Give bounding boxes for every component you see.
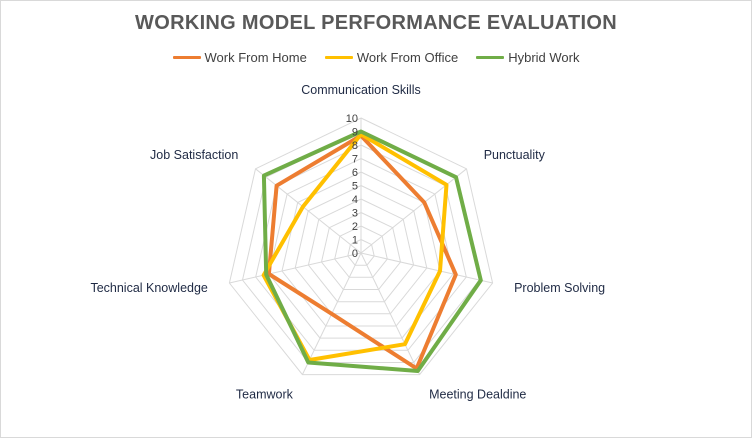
grid-ring-5 (294, 184, 428, 315)
series-line-work-from-home (266, 133, 458, 371)
grid-ring-3 (320, 211, 402, 290)
grid-ring-1 (347, 238, 375, 266)
tick-label-4: 4 (352, 194, 358, 206)
legend-swatch-work-from-office (324, 56, 353, 59)
legend-swatch-hybrid-work (476, 56, 505, 59)
tick-label-9: 9 (352, 127, 358, 139)
category-label-teamwork: Teamwork (236, 388, 294, 402)
tick-label-5: 5 (352, 181, 358, 193)
legend-label-work-from-home: Work From Home (204, 50, 307, 65)
spoke-technical-knowledge (229, 252, 362, 284)
grid-ring-2 (334, 225, 388, 278)
category-labels: Communication Skills Punctuality Problem S… (90, 83, 605, 402)
tick-label-10: 10 (346, 113, 358, 125)
legend-item-hybrid-work: Hybrid Work (476, 50, 579, 65)
category-label-technical-knowledge: Technical Knowledge (90, 281, 207, 295)
legend: Work From Home Work From Office Hybrid W… (0, 50, 752, 65)
category-label-problem-solving: Problem Solving (514, 281, 605, 295)
tick-label-1: 1 (352, 235, 358, 247)
legend-item-work-from-home: Work From Home (172, 50, 307, 65)
legend-item-work-from-office: Work From Office (324, 50, 459, 65)
grid-ring-4 (307, 198, 415, 303)
category-label-punctuality: Punctuality (484, 148, 546, 162)
grid-ring-6 (281, 171, 441, 327)
legend-label-work-from-office: Work From Office (356, 50, 459, 65)
radar-series (261, 129, 483, 373)
chart-title: WORKING MODEL PERFORMANCE EVALUATION (135, 12, 617, 34)
tick-label-3: 3 (352, 208, 358, 220)
category-label-meeting-dealdine: Meeting Dealdine (429, 388, 526, 402)
spoke-meeting-dealdine (360, 252, 421, 375)
legend-swatch-work-from-home (172, 56, 201, 59)
radar-grid (228, 117, 494, 376)
tick-label-8: 8 (352, 140, 358, 152)
spoke-problem-solving (360, 252, 493, 284)
spoke-punctuality (360, 168, 467, 254)
tick-label-6: 6 (352, 167, 358, 179)
series-line-work-from-office (261, 132, 449, 362)
legend-label-hybrid-work: Hybrid Work (508, 50, 580, 65)
spoke-job-satisfaction (255, 168, 362, 254)
tick-label-2: 2 (352, 221, 358, 233)
category-label-communication-skills: Communication Skills (301, 83, 420, 97)
radial-tick-labels: 01 23 45 67 89 10 (346, 113, 358, 260)
series-line-hybrid-work (261, 129, 483, 373)
category-label-job-satisfaction: Job Satisfaction (150, 148, 238, 162)
grid-ring-10 (228, 117, 494, 376)
grid-ring-7 (268, 157, 454, 339)
tick-label-7: 7 (352, 154, 358, 166)
tick-label-0: 0 (352, 248, 358, 260)
